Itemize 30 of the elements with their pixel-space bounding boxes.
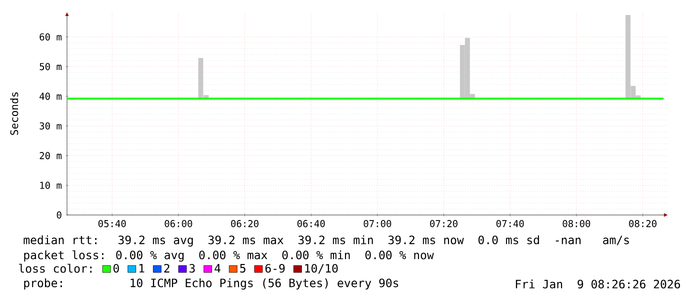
legend-label: 0 (113, 264, 119, 273)
x-tick-label: 07:00 (364, 220, 392, 228)
y-tick-label: 30 m (40, 122, 62, 130)
y-tick-label: 50 m (40, 63, 62, 70)
legend-title: loss color: (19, 264, 92, 273)
x-tick-label: 07:40 (496, 220, 524, 228)
x-tick-label: 08:20 (629, 220, 656, 228)
text: probe: 10 ICMP Echo Pings (56 Bytes) every 90s (24, 278, 398, 290)
x-tick-label: 08:00 (562, 220, 590, 228)
legend-label: 2 (164, 264, 170, 273)
legend-label: 6-9 (265, 264, 285, 273)
legend-label: 10/10 (305, 264, 338, 274)
legend-label: 4 (214, 264, 220, 272)
x-tick-label: 06:40 (297, 220, 325, 228)
text: packet loss: 0.00 % avg 0.00 % max 0.00 % min 0.00 % now (24, 250, 434, 262)
x-tick-label: 06:20 (231, 220, 258, 228)
x-tick-label: 06:00 (164, 220, 192, 228)
legend-label: 1 (139, 264, 144, 272)
y-tick-label: 0 (56, 211, 62, 219)
y-tick-label: 20 m (40, 152, 62, 160)
x-tick-label: 05:40 (98, 220, 126, 228)
text: Fri Jan 9 08:26:26 2026 (516, 280, 680, 288)
y-tick-label: 60 m (40, 33, 62, 41)
legend-label: 5 (240, 264, 246, 273)
y-axis-title: Seconds (10, 92, 18, 135)
x-tick-label: 07:20 (430, 220, 458, 228)
text: median rtt: 39.2 ms avg 39.2 ms max 39.2 ms min 39.2 ms now 0.0 ms sd -nan am/s (24, 235, 629, 247)
y-tick-label: 40 m (40, 92, 62, 100)
legend-label: 3 (189, 264, 195, 273)
y-tick-label: 10 m (40, 182, 62, 189)
